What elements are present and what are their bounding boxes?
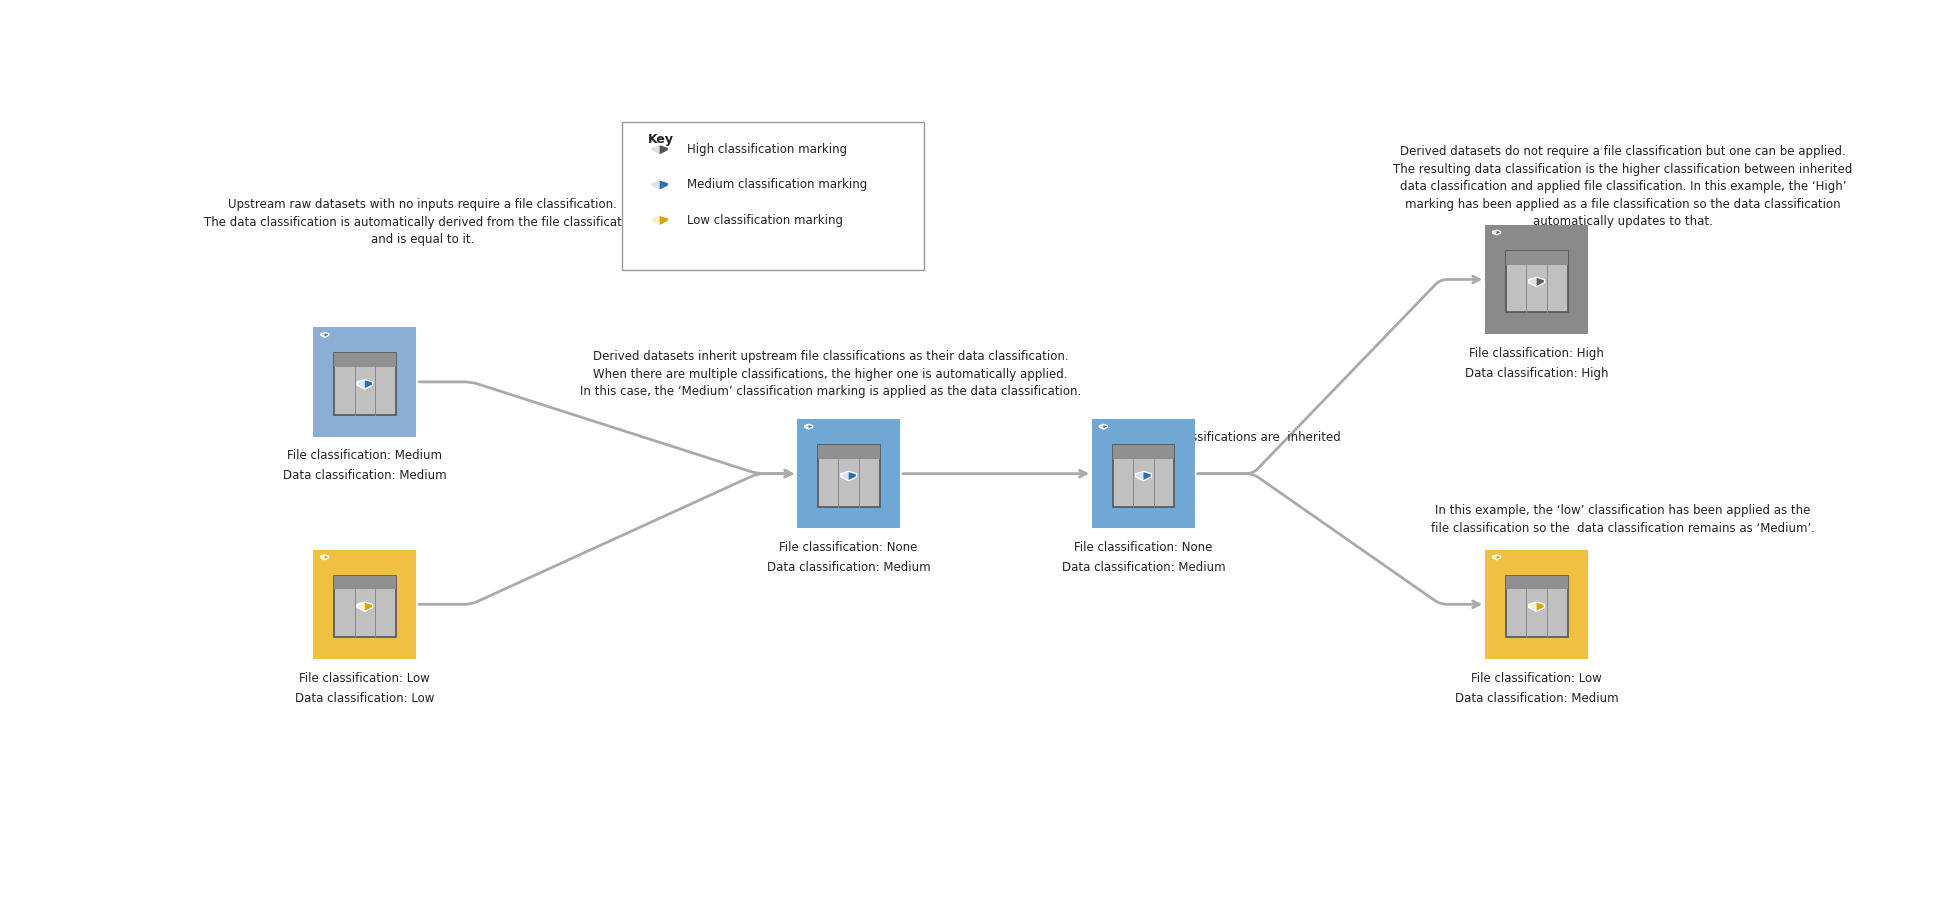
Polygon shape [1135,471,1143,481]
Polygon shape [1100,425,1108,429]
Text: Low classification marking: Low classification marking [687,214,843,226]
FancyBboxPatch shape [334,576,396,637]
Polygon shape [1530,277,1537,287]
Text: Data classification: Medium: Data classification: Medium [767,561,931,574]
FancyBboxPatch shape [314,327,416,436]
Text: Data classification: High: Data classification: High [1465,367,1608,380]
Polygon shape [1493,230,1496,235]
Polygon shape [1530,602,1537,612]
FancyBboxPatch shape [798,419,899,528]
Polygon shape [1135,471,1151,481]
FancyBboxPatch shape [1506,576,1567,590]
Polygon shape [652,145,659,155]
Text: File classification: None: File classification: None [780,541,917,554]
Text: Derived datasets do not require a file classification but one can be applied.
Th: Derived datasets do not require a file c… [1393,145,1853,228]
FancyBboxPatch shape [1506,251,1567,313]
Polygon shape [841,471,856,481]
Polygon shape [804,425,812,429]
FancyBboxPatch shape [334,576,396,590]
Text: Data classifications are  inherited: Data classifications are inherited [1143,431,1340,445]
Text: In this example, the ‘low’ classification has been applied as the
file classific: In this example, the ‘low’ classificatio… [1430,504,1814,535]
Text: File classification: Medium: File classification: Medium [287,449,443,462]
Polygon shape [357,602,373,612]
Text: Data classification: Medium: Data classification: Medium [283,470,447,482]
Text: Data classification: Medium: Data classification: Medium [1061,561,1225,574]
Polygon shape [320,555,324,559]
FancyBboxPatch shape [817,446,880,506]
Polygon shape [804,425,808,429]
FancyBboxPatch shape [622,122,925,271]
FancyBboxPatch shape [334,353,396,367]
Text: File classification: High: File classification: High [1469,347,1604,360]
FancyBboxPatch shape [1112,446,1175,458]
Polygon shape [652,215,669,226]
FancyBboxPatch shape [1485,225,1588,334]
Text: Data classification: Medium: Data classification: Medium [1455,691,1619,704]
Text: High classification marking: High classification marking [687,143,847,156]
Polygon shape [1493,555,1500,559]
Polygon shape [1100,425,1104,429]
Text: Key: Key [648,133,673,146]
Polygon shape [1530,602,1545,612]
Polygon shape [320,333,328,337]
Polygon shape [357,602,365,612]
Text: File classification: None: File classification: None [1075,541,1214,554]
Polygon shape [1493,230,1500,235]
Text: Upstream raw datasets with no inputs require a file classification.
The data cla: Upstream raw datasets with no inputs req… [205,198,640,247]
Text: File classification: Low: File classification: Low [1471,672,1602,685]
Polygon shape [652,145,669,155]
Polygon shape [652,215,659,226]
FancyBboxPatch shape [314,549,416,659]
Polygon shape [652,180,669,191]
FancyBboxPatch shape [1093,419,1194,528]
Polygon shape [841,471,849,481]
Polygon shape [652,180,659,191]
Text: Data classification: Low: Data classification: Low [295,691,435,704]
Polygon shape [1493,555,1496,559]
FancyBboxPatch shape [1506,576,1567,637]
Polygon shape [320,555,328,559]
Polygon shape [357,380,373,389]
Text: Medium classification marking: Medium classification marking [687,179,866,192]
FancyBboxPatch shape [334,353,396,414]
FancyBboxPatch shape [1506,251,1567,264]
Polygon shape [357,380,365,389]
FancyBboxPatch shape [1112,446,1175,506]
FancyBboxPatch shape [817,446,880,458]
Text: Derived datasets inherit upstream file classifications as their data classificat: Derived datasets inherit upstream file c… [579,350,1081,398]
Polygon shape [1530,277,1545,287]
FancyBboxPatch shape [1485,549,1588,659]
Polygon shape [320,333,324,337]
Text: File classification: Low: File classification: Low [299,672,431,685]
